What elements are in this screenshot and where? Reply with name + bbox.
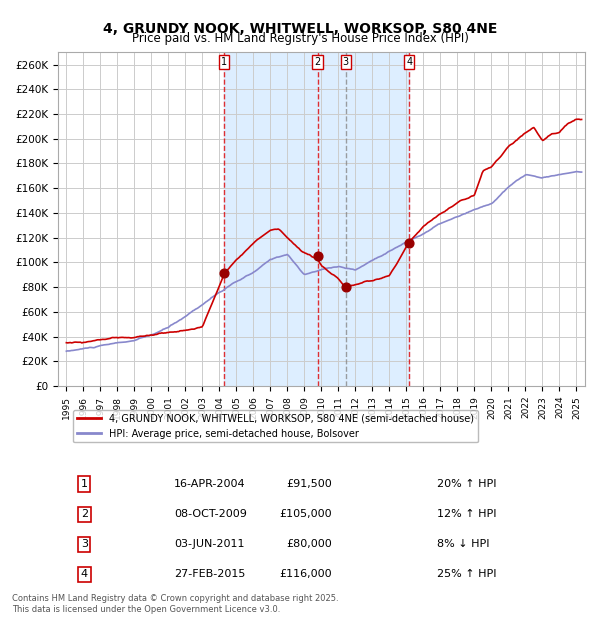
Text: 1: 1 — [221, 57, 227, 67]
Legend: 4, GRUNDY NOOK, WHITWELL, WORKSOP, S80 4NE (semi-detached house), HPI: Average p: 4, GRUNDY NOOK, WHITWELL, WORKSOP, S80 4… — [73, 410, 478, 443]
Text: 27-FEB-2015: 27-FEB-2015 — [174, 569, 245, 579]
Text: £91,500: £91,500 — [286, 479, 332, 489]
Text: 3: 3 — [343, 57, 349, 67]
Text: £80,000: £80,000 — [286, 539, 332, 549]
Text: 12% ↑ HPI: 12% ↑ HPI — [437, 509, 497, 520]
Bar — [224, 52, 409, 386]
Text: 4: 4 — [406, 57, 412, 67]
Text: 4: 4 — [80, 569, 88, 579]
Text: 20% ↑ HPI: 20% ↑ HPI — [437, 479, 497, 489]
Text: 25% ↑ HPI: 25% ↑ HPI — [437, 569, 497, 579]
Text: Contains HM Land Registry data © Crown copyright and database right 2025.
This d: Contains HM Land Registry data © Crown c… — [12, 595, 338, 614]
Text: 16-APR-2004: 16-APR-2004 — [174, 479, 245, 489]
Text: 2: 2 — [314, 57, 320, 67]
Point — [313, 251, 322, 261]
Text: 4, GRUNDY NOOK, WHITWELL, WORKSOP, S80 4NE: 4, GRUNDY NOOK, WHITWELL, WORKSOP, S80 4… — [103, 22, 497, 36]
Text: 3: 3 — [81, 539, 88, 549]
Text: Price paid vs. HM Land Registry's House Price Index (HPI): Price paid vs. HM Land Registry's House … — [131, 32, 469, 45]
Point — [341, 282, 350, 292]
Point — [404, 237, 414, 247]
Point — [220, 268, 229, 278]
Text: £105,000: £105,000 — [280, 509, 332, 520]
Text: 1: 1 — [81, 479, 88, 489]
Text: 8% ↓ HPI: 8% ↓ HPI — [437, 539, 490, 549]
Text: 03-JUN-2011: 03-JUN-2011 — [174, 539, 244, 549]
Text: £116,000: £116,000 — [280, 569, 332, 579]
Text: 2: 2 — [80, 509, 88, 520]
Text: 08-OCT-2009: 08-OCT-2009 — [174, 509, 247, 520]
